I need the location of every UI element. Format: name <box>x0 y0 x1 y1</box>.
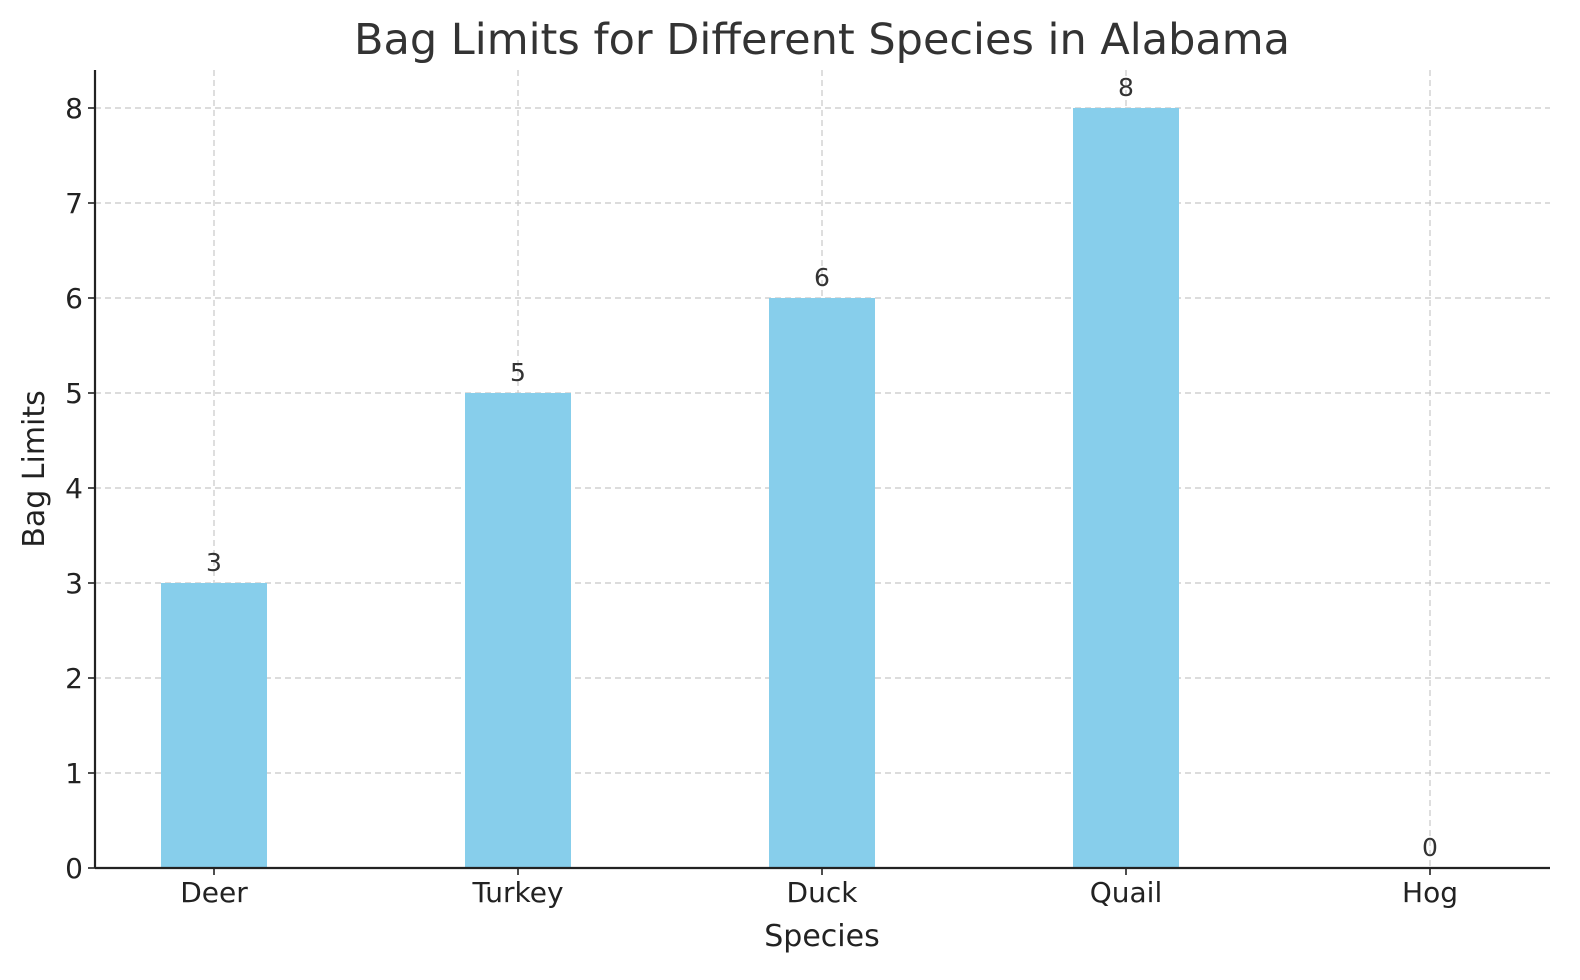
x-ticks: Deer Turkey Duck Quail Hog <box>180 868 1458 909</box>
y-ticks: 0 1 2 3 4 5 6 7 8 <box>65 92 95 885</box>
x-axis-title: Species <box>764 919 879 954</box>
y-tick-label: 1 <box>65 757 83 790</box>
bar-duck <box>769 298 875 868</box>
y-tick-label: 7 <box>65 187 83 220</box>
bar-deer <box>161 583 267 868</box>
y-tick-label: 2 <box>65 662 83 695</box>
x-tick-label: Hog <box>1402 876 1458 909</box>
y-tick-label: 3 <box>65 567 83 600</box>
y-tick-label: 6 <box>65 282 83 315</box>
data-label-turkey: 5 <box>510 358 526 387</box>
y-axis-title: Bag Limits <box>17 390 52 548</box>
x-tick-label: Turkey <box>471 876 563 909</box>
y-tick-label: 8 <box>65 92 83 125</box>
data-label-quail: 8 <box>1118 73 1134 102</box>
data-label-deer: 3 <box>206 548 222 577</box>
bar-turkey <box>465 393 571 868</box>
bars <box>161 108 1179 868</box>
y-tick-label: 0 <box>65 852 83 885</box>
chart-title: Bag Limits for Different Species in Alab… <box>354 15 1290 65</box>
x-tick-label: Quail <box>1090 876 1163 909</box>
data-labels: 3 5 6 8 0 <box>206 73 1438 862</box>
x-tick-label: Deer <box>180 876 248 909</box>
data-label-duck: 6 <box>814 263 830 292</box>
bar-quail <box>1073 108 1179 868</box>
x-tick-label: Duck <box>787 876 859 909</box>
y-tick-label: 5 <box>65 377 83 410</box>
data-label-hog: 0 <box>1422 833 1438 862</box>
y-tick-label: 4 <box>65 472 83 505</box>
